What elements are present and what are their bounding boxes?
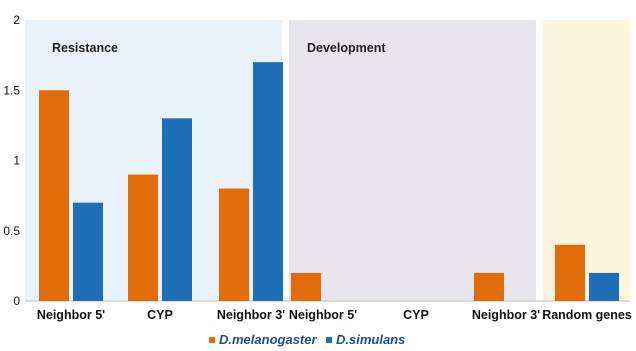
bar-d-melanogaster-7 bbox=[555, 244, 585, 301]
bar-d-melanogaster-3 bbox=[219, 188, 249, 301]
bars bbox=[39, 62, 619, 302]
x-category-label: Neighbor 5' bbox=[289, 308, 357, 322]
bar-d-melanogaster-1 bbox=[39, 90, 69, 301]
legend-swatch-d-simulans bbox=[326, 337, 332, 343]
y-tick-label: 0.5 bbox=[3, 224, 20, 238]
y-tick-label: 1 bbox=[13, 154, 20, 168]
y-tick-label: 2 bbox=[13, 13, 20, 27]
x-category-label: CYP bbox=[403, 308, 429, 322]
bar-d-melanogaster-6 bbox=[474, 272, 504, 301]
category-labels: Resistance Development Neighbor 5' CYP Neigh… bbox=[37, 41, 632, 322]
legend-swatch-d-melanogaster bbox=[209, 337, 215, 343]
panel-backgrounds bbox=[25, 20, 630, 301]
bar-d-simulans-1 bbox=[73, 202, 103, 301]
y-tick-label: 0 bbox=[13, 294, 20, 308]
bar-d-melanogaster-2 bbox=[128, 174, 158, 301]
x-category-label: Neighbor 3' bbox=[472, 308, 540, 322]
y-tick-label: 1.5 bbox=[3, 83, 20, 97]
legend-label: D.melanogaster bbox=[219, 332, 317, 347]
y-axis: 0 0.5 1 1.5 2 bbox=[3, 13, 630, 308]
panel-background-2 bbox=[289, 20, 536, 301]
x-category-label: CYP bbox=[147, 308, 173, 322]
bar-d-simulans-2 bbox=[162, 118, 192, 301]
bar-d-simulans-3 bbox=[253, 62, 283, 302]
x-category-label: Random genes bbox=[542, 308, 632, 322]
panel-title-development: Development bbox=[307, 41, 386, 55]
bar-d-simulans-7 bbox=[589, 272, 619, 301]
bar-d-melanogaster-4 bbox=[291, 272, 321, 301]
legend: D.melanogaster D.simulans bbox=[209, 332, 405, 347]
x-category-label: Neighbor 3' bbox=[217, 308, 285, 322]
x-category-label: Neighbor 5' bbox=[37, 308, 105, 322]
panel-title-resistance: Resistance bbox=[52, 41, 118, 55]
legend-label: D.simulans bbox=[336, 332, 405, 347]
